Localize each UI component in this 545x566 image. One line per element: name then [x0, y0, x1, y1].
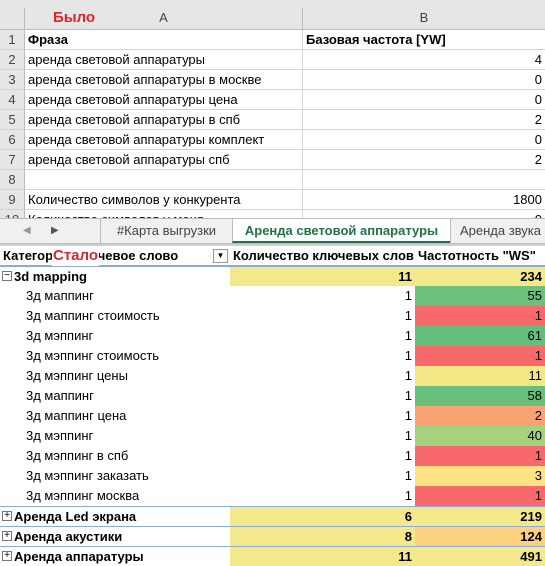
expand-toggle[interactable]: +	[2, 511, 12, 521]
row-number: 1	[0, 30, 25, 50]
count-cell: 6	[230, 506, 415, 526]
ws-cell: 55	[415, 286, 545, 306]
pivot-header: Количество ключевых слов	[230, 246, 415, 266]
ws-cell: 11	[415, 366, 545, 386]
row-number: 8	[0, 170, 25, 190]
ws-cell: 1	[415, 486, 545, 506]
keyword-label: 3д мэппинг	[26, 328, 94, 343]
sheet-tab[interactable]: Аренда световой аппаратуры	[232, 219, 450, 243]
cell: аренда световой аппаратуры комплект	[25, 130, 303, 150]
expand-toggle[interactable]: −	[2, 271, 12, 281]
cell: аренда световой аппаратуры в москве	[25, 70, 303, 90]
keyword-label: 3д мэппинг цены	[26, 368, 128, 383]
cell: 2	[303, 110, 545, 130]
nav-arrow[interactable]: ◀	[23, 225, 31, 236]
count-cell: 11	[230, 546, 415, 566]
pivot-header: Категория/ключевое слово	[0, 246, 230, 266]
keyword-label: 3д маппинг стоимость	[26, 308, 160, 323]
expand-toggle[interactable]: +	[2, 551, 12, 561]
count-cell: 11	[230, 266, 415, 286]
keyword-label: 3д мэппинг	[26, 428, 94, 443]
ws-cell: 1	[415, 306, 545, 326]
count-cell: 1	[404, 448, 412, 463]
ws-cell: 491	[415, 546, 545, 566]
count-cell: 1	[404, 328, 412, 343]
keyword-label: 3д мэппинг в спб	[26, 448, 129, 463]
count-cell: 1	[404, 308, 412, 323]
sheet-tab[interactable]: #Карта выгрузки	[100, 219, 232, 243]
row-number: 9	[0, 190, 25, 210]
keyword-label: 3д маппинг	[26, 388, 94, 403]
row-number: 4	[0, 90, 25, 110]
cell: аренда световой аппаратуры в спб	[25, 110, 303, 130]
cell: аренда световой аппаратуры цена	[25, 90, 303, 110]
row-number: 5	[0, 110, 25, 130]
cell	[25, 170, 303, 190]
keyword-label: 3д мэппинг москва	[26, 488, 140, 503]
count-cell: 1	[404, 388, 412, 403]
ws-cell: 1	[415, 346, 545, 366]
column-header: B	[303, 8, 545, 30]
row-number: 3	[0, 70, 25, 90]
count-cell: 1	[404, 468, 412, 483]
expand-toggle[interactable]: +	[2, 531, 12, 541]
after-label: Стало	[52, 246, 100, 266]
column-header-corner	[0, 8, 25, 30]
ws-cell: 40	[415, 426, 545, 446]
keyword-label: 3д мэппинг стоимость	[26, 348, 160, 363]
ws-cell: 124	[415, 526, 545, 546]
cell: 2	[303, 150, 545, 170]
ws-cell: 58	[415, 386, 545, 406]
cell: Базовая частота [YW]	[303, 30, 545, 50]
top-strip	[0, 0, 545, 8]
before-label: Было	[53, 9, 96, 26]
cell: аренда световой аппаратуры	[25, 50, 303, 70]
cell	[303, 170, 545, 190]
filter-button[interactable]: ▼	[213, 249, 228, 263]
cell: 0	[303, 90, 545, 110]
group-label: Аренда аппаратуры	[0, 546, 230, 566]
ws-cell: 2	[415, 406, 545, 426]
count-cell: 1	[404, 368, 412, 383]
ws-cell: 234	[415, 266, 545, 286]
cell: аренда световой аппаратуры спб	[25, 150, 303, 170]
row-number: 2	[0, 50, 25, 70]
group-label: Аренда Led экрана	[0, 506, 230, 526]
ws-cell: 61	[415, 326, 545, 346]
ws-cell: 1	[415, 446, 545, 466]
count-cell: 8	[230, 526, 415, 546]
row-number: 7	[0, 150, 25, 170]
cell: Количество символов у конкурента	[25, 190, 303, 210]
row-number: 6	[0, 130, 25, 150]
cell: Фраза	[25, 30, 303, 50]
ws-cell: 219	[415, 506, 545, 526]
count-cell: 1	[404, 348, 412, 363]
group-label: Аренда акустики	[0, 526, 230, 546]
keyword-label: 3д маппинг	[26, 288, 94, 303]
pivot-header: Частотность "WS"	[415, 246, 545, 266]
ws-cell: 3	[415, 466, 545, 486]
count-cell: 1	[404, 288, 412, 303]
keyword-label: 3д мэппинг заказать	[26, 468, 149, 483]
count-cell: 1	[404, 488, 412, 503]
cell: 4	[303, 50, 545, 70]
cell: 0	[303, 70, 545, 90]
column-header: A	[25, 8, 303, 30]
group-label: 3d mapping	[0, 266, 230, 286]
pivot-top-border	[0, 244, 545, 246]
sheet-tab[interactable]: Аренда звука	[450, 219, 545, 243]
keyword-label: 3д маппинг цена	[26, 408, 127, 423]
nav-arrow[interactable]: ▶	[51, 225, 59, 236]
cell: 0	[303, 130, 545, 150]
count-cell: 1	[404, 428, 412, 443]
count-cell: 1	[404, 408, 412, 423]
cell: 1800	[303, 190, 545, 210]
